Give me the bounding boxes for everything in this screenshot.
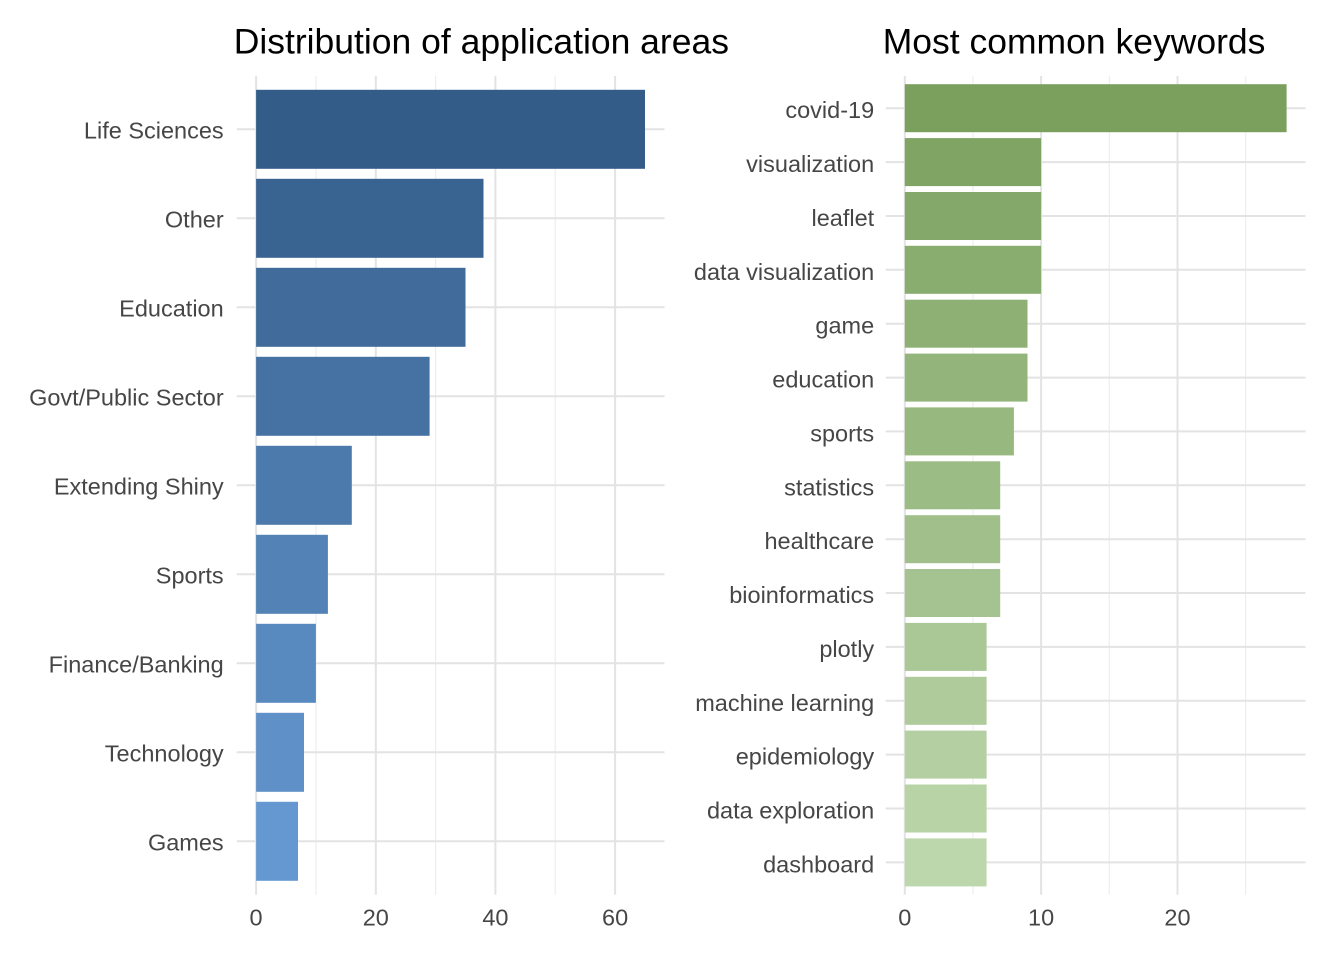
svg-text:Extending Shiny: Extending Shiny <box>54 474 224 500</box>
svg-text:Govt/Public Sector: Govt/Public Sector <box>29 385 224 411</box>
svg-text:bioinformatics: bioinformatics <box>729 582 874 608</box>
svg-text:Most common keywords: Most common keywords <box>883 22 1266 62</box>
svg-text:visualization: visualization <box>746 151 874 177</box>
svg-text:0: 0 <box>898 905 911 931</box>
svg-text:Distribution of application ar: Distribution of application areas <box>234 22 729 62</box>
svg-text:covid-19: covid-19 <box>785 97 874 123</box>
svg-text:20: 20 <box>1164 905 1190 931</box>
svg-text:Sports: Sports <box>156 563 224 589</box>
svg-text:dashboard: dashboard <box>763 851 874 877</box>
svg-text:10: 10 <box>1028 905 1054 931</box>
svg-text:statistics: statistics <box>784 474 874 500</box>
svg-text:60: 60 <box>602 905 628 931</box>
svg-text:education: education <box>772 367 874 393</box>
svg-text:40: 40 <box>482 905 508 931</box>
svg-text:game: game <box>815 313 874 339</box>
svg-text:leaflet: leaflet <box>811 205 874 231</box>
svg-text:sports: sports <box>810 420 874 446</box>
svg-text:Other: Other <box>165 207 224 233</box>
svg-text:20: 20 <box>363 905 389 931</box>
svg-text:data visualization: data visualization <box>694 259 874 285</box>
svg-text:epidemiology: epidemiology <box>736 744 875 770</box>
svg-text:0: 0 <box>250 905 263 931</box>
svg-text:healthcare: healthcare <box>764 528 874 554</box>
svg-text:Games: Games <box>148 830 224 856</box>
svg-text:machine learning: machine learning <box>695 690 874 716</box>
svg-text:Technology: Technology <box>105 741 224 767</box>
svg-text:Education: Education <box>119 296 224 322</box>
svg-text:plotly: plotly <box>819 636 874 662</box>
svg-text:Life Sciences: Life Sciences <box>84 118 224 144</box>
svg-text:data exploration: data exploration <box>707 798 874 824</box>
svg-text:Finance/Banking: Finance/Banking <box>49 652 224 678</box>
